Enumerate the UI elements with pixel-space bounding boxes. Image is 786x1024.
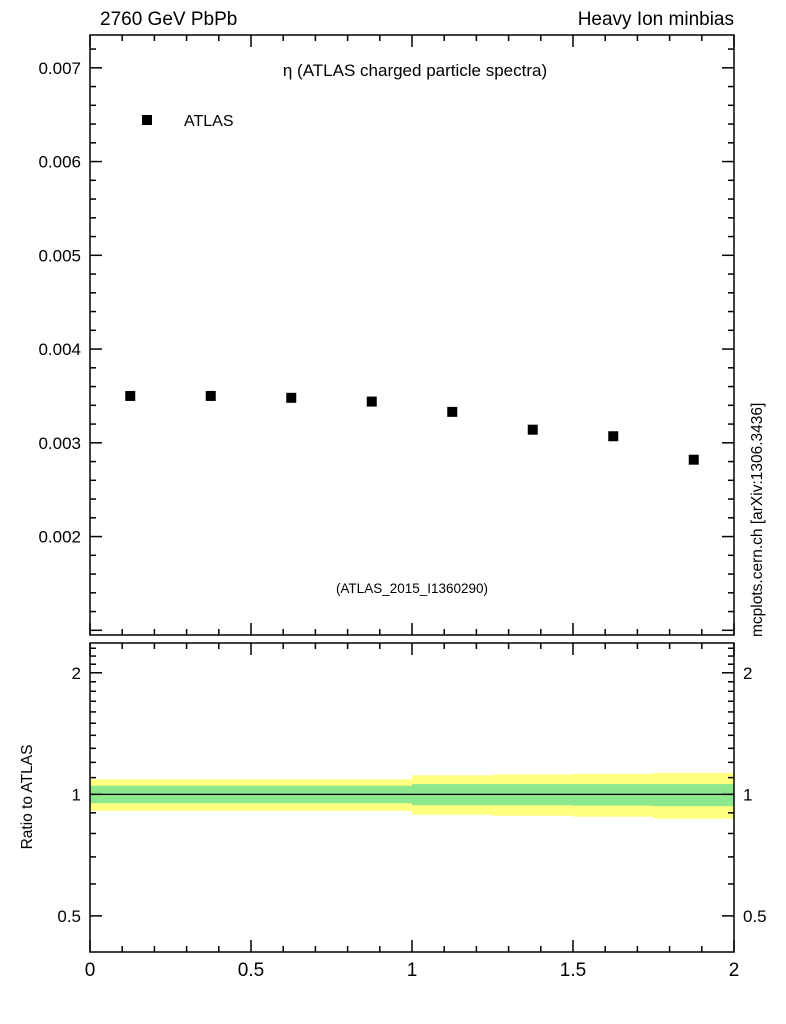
svg-text:0.5: 0.5	[743, 907, 767, 926]
ratio-plot-area: 0 0.5 1 1.5 2 0.5 0.5 1 1 2 2	[57, 642, 767, 981]
svg-text:0.003: 0.003	[38, 434, 81, 453]
data-point-marker	[527, 424, 538, 435]
data-point-marker	[366, 396, 377, 407]
side-citation: mcplots.cern.ch [arXiv:1306.3436]	[749, 403, 766, 637]
svg-text:1.5: 1.5	[560, 960, 586, 981]
svg-text:0.002: 0.002	[38, 528, 81, 547]
svg-text:0.004: 0.004	[38, 340, 81, 359]
svg-text:1: 1	[407, 960, 418, 981]
svg-text:0.006: 0.006	[38, 153, 81, 172]
header-right-title: Heavy Ion minbias	[578, 9, 734, 30]
main-plot-area: 0.002 0.003 0.004 0.005 0.006 0.007	[38, 34, 735, 636]
svg-text:0.005: 0.005	[38, 246, 81, 265]
ratio-y-tick-labels: 0.5 0.5 1 1 2 2	[57, 664, 766, 926]
data-point-marker	[125, 390, 136, 401]
svg-text:0.5: 0.5	[238, 960, 264, 981]
svg-text:0.007: 0.007	[38, 59, 81, 78]
data-point-marker	[286, 392, 297, 403]
main-y-ticks	[90, 48, 734, 632]
data-point-marker	[205, 390, 216, 401]
data-point-marker	[447, 406, 458, 417]
ratio-y-axis-label: Ratio to ATLAS	[19, 745, 36, 850]
legend-label: ATLAS	[184, 113, 234, 130]
data-point-marker	[608, 431, 619, 442]
svg-text:2: 2	[743, 664, 752, 683]
main-plot-title: η (ATLAS charged particle spectra)	[283, 61, 547, 80]
watermark-label: (ATLAS_2015_I1360290)	[336, 581, 488, 596]
data-point-marker	[688, 454, 699, 465]
svg-text:0: 0	[85, 960, 96, 981]
svg-text:2: 2	[72, 664, 81, 683]
legend-marker-square	[142, 115, 152, 125]
uncertainty-bands	[90, 772, 734, 819]
ratio-y-ticks	[90, 647, 734, 917]
svg-text:1: 1	[743, 785, 752, 804]
svg-text:1: 1	[72, 785, 81, 804]
legend: ATLAS	[142, 113, 234, 130]
main-x-ticks	[89, 35, 735, 635]
svg-text:2: 2	[729, 960, 740, 981]
ratio-x-ticks	[89, 643, 735, 952]
ratio-x-tick-labels: 0 0.5 1 1.5 2	[85, 960, 740, 981]
svg-text:0.5: 0.5	[57, 907, 81, 926]
data-points	[125, 390, 699, 465]
main-y-tick-labels: 0.002 0.003 0.004 0.005 0.006 0.007	[38, 59, 81, 547]
band-stat-uncertainty	[90, 784, 734, 807]
header-left-title: 2760 GeV PbPb	[100, 9, 237, 30]
